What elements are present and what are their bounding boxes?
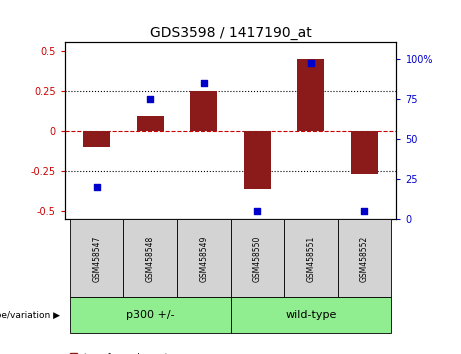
Text: GSM458552: GSM458552 — [360, 235, 369, 281]
Text: GSM458549: GSM458549 — [199, 235, 208, 282]
Bar — [177, 219, 230, 297]
Point — [147, 96, 154, 102]
Bar — [124, 219, 177, 297]
Bar — [190, 91, 217, 131]
Text: GSM458548: GSM458548 — [146, 235, 155, 281]
Bar — [70, 219, 124, 297]
Point — [93, 184, 100, 190]
Bar — [337, 219, 391, 297]
Text: GSM458550: GSM458550 — [253, 235, 262, 282]
Point — [307, 61, 314, 66]
Title: GDS3598 / 1417190_at: GDS3598 / 1417190_at — [150, 26, 311, 40]
Text: wild-type: wild-type — [285, 310, 337, 320]
Text: p300 +/-: p300 +/- — [126, 310, 175, 320]
Point — [361, 209, 368, 214]
Point — [254, 209, 261, 214]
Text: GSM458547: GSM458547 — [92, 235, 101, 282]
Bar — [137, 116, 164, 131]
Text: genotype/variation ▶: genotype/variation ▶ — [0, 310, 60, 320]
Point — [200, 80, 207, 86]
Bar — [351, 131, 378, 175]
Bar — [70, 297, 230, 333]
Bar — [230, 297, 391, 333]
Text: GSM458551: GSM458551 — [306, 235, 315, 281]
Bar — [244, 131, 271, 189]
Legend: transformed count, percentile rank within the sample: transformed count, percentile rank withi… — [69, 352, 238, 354]
Bar — [284, 219, 337, 297]
Bar — [297, 58, 324, 131]
Bar — [83, 131, 110, 147]
Bar — [230, 219, 284, 297]
